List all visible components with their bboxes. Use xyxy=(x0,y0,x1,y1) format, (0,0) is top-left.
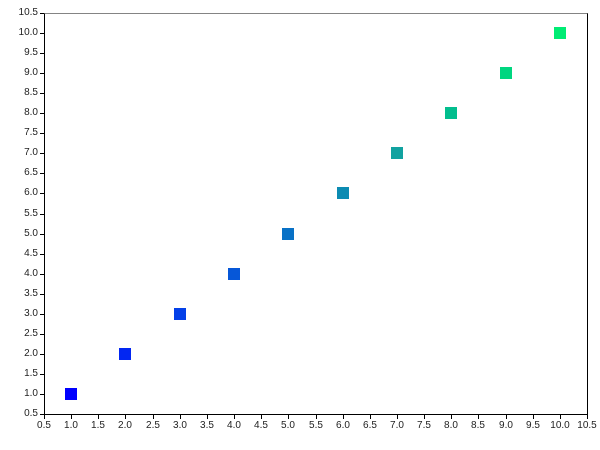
y-axis-tick xyxy=(40,73,44,74)
y-axis-tick-label: 7.0 xyxy=(24,147,38,158)
y-axis-tick-label: 8.0 xyxy=(24,107,38,118)
y-axis-tick-label: 1.5 xyxy=(24,368,38,379)
x-axis-tick xyxy=(44,415,45,419)
x-axis-tick-label: 10.5 xyxy=(577,420,597,431)
y-axis-tick xyxy=(40,254,44,255)
y-axis-tick xyxy=(40,414,44,415)
y-axis-tick xyxy=(40,214,44,215)
x-axis-tick xyxy=(424,415,425,419)
x-axis-tick-label: 4.5 xyxy=(254,420,268,431)
x-axis-tick-label: 8.0 xyxy=(444,420,458,431)
y-axis-tick xyxy=(40,33,44,34)
y-axis-tick-label: 4.5 xyxy=(24,248,38,259)
y-axis-tick-label: 9.0 xyxy=(24,67,38,78)
y-axis-tick-label: 8.5 xyxy=(24,87,38,98)
x-axis-tick-label: 5.5 xyxy=(309,420,323,431)
y-axis-tick-label: 10.5 xyxy=(18,7,38,18)
x-axis-tick xyxy=(451,415,452,419)
x-axis-tick-label: 3.5 xyxy=(200,420,214,431)
x-axis-tick-label: 1.5 xyxy=(91,420,105,431)
x-axis-tick xyxy=(288,415,289,419)
y-axis-tick-label: 5.0 xyxy=(24,228,38,239)
y-axis-tick xyxy=(40,133,44,134)
x-axis-tick-label: 6.5 xyxy=(363,420,377,431)
x-axis-tick xyxy=(180,415,181,419)
x-axis-tick-label: 7.5 xyxy=(417,420,431,431)
x-axis-tick xyxy=(261,415,262,419)
data-point xyxy=(554,27,566,39)
x-axis-tick xyxy=(397,415,398,419)
x-axis-tick xyxy=(370,415,371,419)
y-axis-tick xyxy=(40,374,44,375)
data-point xyxy=(282,228,294,240)
y-axis-tick xyxy=(40,93,44,94)
y-axis-tick xyxy=(40,294,44,295)
y-axis-tick xyxy=(40,354,44,355)
x-axis-tick xyxy=(98,415,99,419)
x-axis-tick-label: 9.5 xyxy=(526,420,540,431)
x-axis-tick xyxy=(560,415,561,419)
y-axis-tick xyxy=(40,314,44,315)
x-axis-tick xyxy=(153,415,154,419)
y-axis-tick xyxy=(40,113,44,114)
x-axis-tick-label: 2.0 xyxy=(118,420,132,431)
x-axis-tick xyxy=(533,415,534,419)
x-axis-tick xyxy=(506,415,507,419)
data-point xyxy=(445,107,457,119)
data-point xyxy=(174,308,186,320)
plot-area xyxy=(44,13,588,415)
y-axis-tick-label: 2.5 xyxy=(24,328,38,339)
y-axis-tick-label: 7.5 xyxy=(24,127,38,138)
y-axis-tick-label: 1.0 xyxy=(24,388,38,399)
y-axis-tick-label: 2.0 xyxy=(24,348,38,359)
y-axis-tick-label: 0.5 xyxy=(24,408,38,419)
x-axis-tick-label: 0.5 xyxy=(37,420,51,431)
y-axis-tick-label: 3.0 xyxy=(24,308,38,319)
y-axis-tick-label: 3.5 xyxy=(24,288,38,299)
y-axis-tick xyxy=(40,334,44,335)
data-point xyxy=(65,388,77,400)
x-axis-tick xyxy=(71,415,72,419)
x-axis-tick xyxy=(478,415,479,419)
y-axis-tick-label: 6.0 xyxy=(24,187,38,198)
y-axis-tick-label: 4.0 xyxy=(24,268,38,279)
x-axis-tick xyxy=(587,415,588,419)
y-axis-tick xyxy=(40,173,44,174)
x-axis-tick-label: 9.0 xyxy=(499,420,513,431)
y-axis-tick xyxy=(40,53,44,54)
x-axis-tick-label: 3.0 xyxy=(173,420,187,431)
x-axis-tick-label: 8.5 xyxy=(471,420,485,431)
x-axis-tick-label: 1.0 xyxy=(64,420,78,431)
x-axis-tick-label: 2.5 xyxy=(146,420,160,431)
y-axis-tick xyxy=(40,153,44,154)
x-axis-tick-label: 6.0 xyxy=(336,420,350,431)
x-axis-tick xyxy=(316,415,317,419)
x-axis-tick-label: 5.0 xyxy=(281,420,295,431)
data-point xyxy=(119,348,131,360)
y-axis-tick-label: 9.5 xyxy=(24,47,38,58)
y-axis-tick-label: 5.5 xyxy=(24,208,38,219)
x-axis-tick-label: 10.0 xyxy=(550,420,570,431)
data-point xyxy=(500,67,512,79)
x-axis-tick xyxy=(207,415,208,419)
y-axis-tick-label: 10.0 xyxy=(18,27,38,38)
y-axis-tick xyxy=(40,13,44,14)
x-axis-tick xyxy=(125,415,126,419)
y-axis-tick xyxy=(40,394,44,395)
y-axis-tick xyxy=(40,193,44,194)
data-point xyxy=(391,147,403,159)
x-axis-tick-label: 7.0 xyxy=(390,420,404,431)
y-axis-tick xyxy=(40,274,44,275)
x-axis-tick-label: 4.0 xyxy=(227,420,241,431)
x-axis-tick xyxy=(343,415,344,419)
x-axis-tick xyxy=(234,415,235,419)
y-axis-tick xyxy=(40,234,44,235)
data-point xyxy=(228,268,240,280)
y-axis-tick-label: 6.5 xyxy=(24,167,38,178)
data-point xyxy=(337,187,349,199)
